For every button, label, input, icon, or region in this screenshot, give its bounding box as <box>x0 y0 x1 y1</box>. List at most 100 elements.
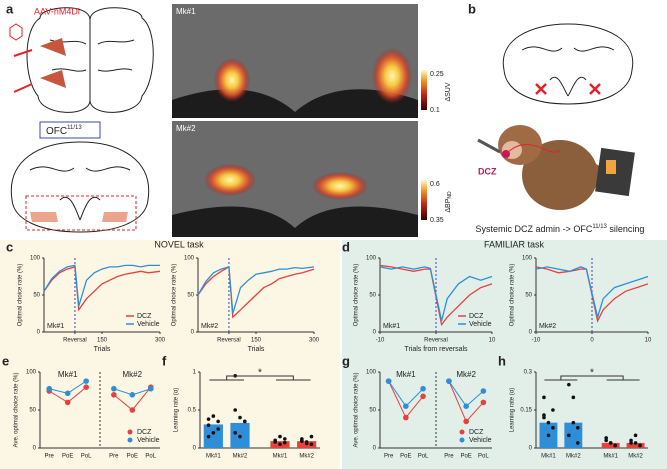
ofc-box <box>25 195 137 231</box>
data-point <box>46 385 53 392</box>
data-point <box>129 392 136 398</box>
data-point <box>243 419 247 424</box>
data-point <box>238 434 242 439</box>
data-point <box>551 425 555 430</box>
monkey <box>498 125 615 210</box>
bar <box>203 424 223 448</box>
data-point <box>629 441 633 445</box>
pet-signal <box>204 164 256 196</box>
y-tick-label: 100 <box>366 256 377 262</box>
caption: Systemic DCZ admin -> OFC11/13 silencing <box>476 224 645 235</box>
data-point <box>83 384 89 391</box>
x-tick-label: Mk#2 <box>299 454 314 460</box>
panel-label: a <box>6 1 14 16</box>
annotation: Mk#1 <box>47 323 64 330</box>
x-tick-label: PoE <box>460 454 471 460</box>
data-point <box>111 392 117 398</box>
caption-sup: 11/13 <box>592 224 607 230</box>
data-point <box>633 433 638 438</box>
pet-signal <box>214 58 250 102</box>
scale-max: 0.25 <box>430 71 444 78</box>
injection-arrow <box>13 49 33 93</box>
y-tick-label: 50 <box>33 293 40 299</box>
x-tick-label: 0 <box>590 338 594 344</box>
x-tick-label: -10 <box>532 338 541 344</box>
data-point <box>576 441 580 445</box>
data-point <box>629 438 633 443</box>
y-tick-label: 50 <box>187 293 194 299</box>
y-tick-label: 1 <box>193 370 197 376</box>
panel-label: b <box>468 1 476 16</box>
data-point <box>129 407 136 413</box>
data-point <box>403 403 409 410</box>
y-tick-label: 0 <box>373 446 377 452</box>
x-tick-label: Mk#1 <box>273 454 288 460</box>
data-point <box>211 414 216 418</box>
bar <box>601 442 620 448</box>
data-point <box>567 382 571 387</box>
x-tick-label: PoE <box>62 454 73 460</box>
brain-coronal <box>10 141 150 233</box>
data-point <box>304 440 309 444</box>
data-point <box>278 434 282 439</box>
legend-swatch <box>459 429 465 435</box>
y-tick-label: 0 <box>33 446 37 452</box>
data-point <box>446 378 452 384</box>
x-tick-label: Mk#2 <box>628 454 643 460</box>
data-point <box>403 414 409 421</box>
y-tick-label: 0 <box>529 330 533 336</box>
line-series <box>197 265 315 319</box>
x-tick-label: Reversal <box>424 338 448 344</box>
data-point <box>551 408 555 412</box>
y-tick-label: 100 <box>184 256 195 262</box>
ofc-region <box>30 212 128 222</box>
scale-label-main: ΔBP <box>445 198 452 212</box>
data-point <box>420 393 426 400</box>
line-series <box>379 266 493 322</box>
x-axis-label: Trials <box>248 346 265 353</box>
region-label: OFC11/13 <box>46 125 82 137</box>
legend-label: DCZ <box>469 429 484 436</box>
line-series <box>43 264 160 307</box>
data-point <box>206 417 211 421</box>
group-label: Mk#2 <box>456 370 476 379</box>
scale-label: ΔSUV <box>445 82 452 101</box>
data-point <box>463 403 469 410</box>
region-name: OFC <box>46 126 67 137</box>
y-tick-label: 0 <box>193 446 197 452</box>
y-tick-label: 50 <box>369 293 376 299</box>
data-point <box>278 442 282 447</box>
chart-title: NOVEL task <box>154 239 204 249</box>
brain-coronal <box>502 23 634 105</box>
pet-shadow <box>172 206 418 237</box>
y-tick-label: 100 <box>30 256 41 262</box>
silencing-mark <box>535 83 601 95</box>
line-series <box>43 266 161 312</box>
x-tick-label: Mk#1 <box>206 454 221 460</box>
y-tick-label: 100 <box>26 370 37 376</box>
legend-swatch <box>127 437 133 443</box>
x-tick-label: Reversal <box>63 338 87 344</box>
y-tick-label: 0 <box>191 330 195 336</box>
data-point <box>111 385 117 392</box>
data-point <box>233 431 237 435</box>
data-point <box>300 439 304 443</box>
x-tick-label: PoL <box>81 454 92 460</box>
x-tick-label: 150 <box>251 338 262 344</box>
x-tick-label: PoL <box>418 454 429 460</box>
legend-label: DCZ <box>137 313 152 320</box>
x-tick-label: PoL <box>145 454 156 460</box>
data-point <box>216 427 220 431</box>
data-point <box>283 440 287 445</box>
y-tick-label: 100 <box>522 256 533 262</box>
data-point <box>463 418 469 425</box>
region-box <box>39 121 101 139</box>
y-tick-label: 0.15 <box>520 408 532 414</box>
data-point <box>613 443 617 448</box>
data-point <box>206 434 211 439</box>
data-point <box>633 441 638 445</box>
scale-label: ΔBPND <box>445 191 453 213</box>
y-axis-label: Ave. optimal choice rate (%) <box>14 373 20 448</box>
data-point <box>571 395 576 400</box>
image-label: Mk#1 <box>176 7 196 16</box>
